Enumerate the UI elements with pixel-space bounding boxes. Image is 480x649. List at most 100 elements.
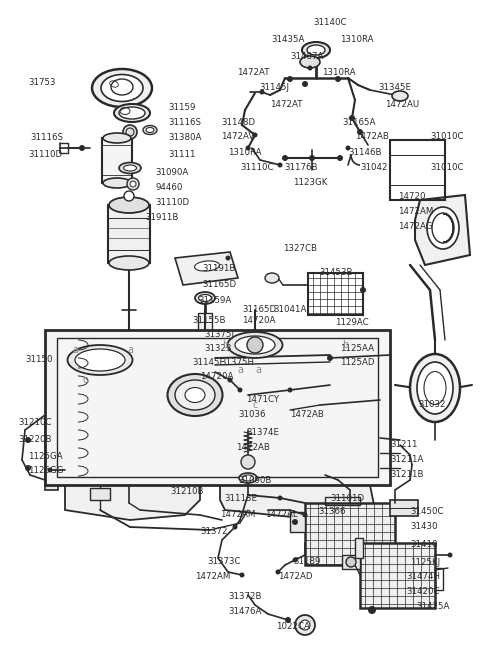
Circle shape <box>277 495 283 500</box>
Circle shape <box>309 155 315 161</box>
Ellipse shape <box>194 261 219 271</box>
Bar <box>435 568 443 590</box>
Text: 31474H: 31474H <box>406 572 440 581</box>
Text: 31211B: 31211B <box>390 470 423 479</box>
Text: c: c <box>252 400 258 410</box>
Ellipse shape <box>168 374 223 416</box>
Ellipse shape <box>239 473 257 483</box>
Text: 31191B: 31191B <box>202 264 235 273</box>
Text: 1310RA: 1310RA <box>340 35 373 44</box>
Text: 31211A: 31211A <box>390 455 423 464</box>
Bar <box>57 338 378 477</box>
Text: 31090A: 31090A <box>155 168 188 177</box>
Ellipse shape <box>417 362 453 414</box>
Circle shape <box>48 467 52 472</box>
Ellipse shape <box>146 127 154 132</box>
Circle shape <box>346 145 350 151</box>
Circle shape <box>288 387 292 393</box>
Text: 31372: 31372 <box>200 527 228 536</box>
Text: 31010C: 31010C <box>430 163 464 172</box>
Text: 31373C: 31373C <box>207 557 240 566</box>
Text: 31220B: 31220B <box>18 435 51 444</box>
Ellipse shape <box>123 165 136 171</box>
Ellipse shape <box>307 45 325 55</box>
Ellipse shape <box>300 56 320 68</box>
Text: 1310RA: 1310RA <box>322 68 356 77</box>
Text: 31165D: 31165D <box>242 305 276 314</box>
Text: 31410: 31410 <box>410 540 437 549</box>
Text: 31116S: 31116S <box>30 133 63 142</box>
Text: 31375J: 31375J <box>204 330 234 339</box>
Circle shape <box>327 355 333 361</box>
Ellipse shape <box>427 207 459 249</box>
Text: 31753: 31753 <box>28 78 56 87</box>
Ellipse shape <box>392 91 408 101</box>
Text: 31165D: 31165D <box>202 280 236 289</box>
Circle shape <box>238 387 242 393</box>
Circle shape <box>285 617 291 623</box>
Text: 31476A: 31476A <box>228 607 262 616</box>
Ellipse shape <box>265 273 279 283</box>
Ellipse shape <box>92 69 152 107</box>
Ellipse shape <box>119 107 145 119</box>
Circle shape <box>335 76 341 82</box>
Text: 31380A: 31380A <box>168 133 202 142</box>
Ellipse shape <box>119 162 141 173</box>
Circle shape <box>252 132 257 138</box>
Polygon shape <box>175 252 238 285</box>
Text: 31155B: 31155B <box>192 316 226 325</box>
Text: a: a <box>127 345 133 355</box>
Text: 31453B: 31453B <box>319 268 352 277</box>
Circle shape <box>292 557 298 563</box>
Circle shape <box>260 90 264 95</box>
Circle shape <box>447 552 453 557</box>
Circle shape <box>287 76 293 82</box>
Text: 1472AT: 1472AT <box>270 100 302 109</box>
Circle shape <box>346 557 356 567</box>
Ellipse shape <box>199 295 212 302</box>
Text: a: a <box>237 365 243 375</box>
Bar <box>308 273 363 315</box>
Circle shape <box>241 455 255 469</box>
Text: b: b <box>342 340 348 350</box>
Text: 14720A: 14720A <box>200 372 233 381</box>
Circle shape <box>300 620 310 630</box>
Circle shape <box>25 465 31 471</box>
Ellipse shape <box>75 349 125 371</box>
Text: 1125GG: 1125GG <box>28 466 63 475</box>
Text: 31113E: 31113E <box>224 494 257 503</box>
Text: 31911B: 31911B <box>145 213 179 222</box>
Bar <box>290 512 305 532</box>
Text: 31159A: 31159A <box>198 296 231 305</box>
Text: 31450C: 31450C <box>410 507 444 516</box>
Circle shape <box>123 125 137 139</box>
Text: 31090B: 31090B <box>238 476 271 485</box>
Circle shape <box>127 178 139 190</box>
Circle shape <box>226 256 230 260</box>
Bar <box>360 543 435 608</box>
Text: 31366: 31366 <box>318 507 346 516</box>
Bar <box>342 555 360 569</box>
Ellipse shape <box>143 125 157 134</box>
Text: 1129AC: 1129AC <box>335 318 369 327</box>
Circle shape <box>228 378 232 382</box>
Text: 31420C: 31420C <box>406 587 440 596</box>
Circle shape <box>79 145 85 151</box>
Text: 31101D: 31101D <box>330 494 364 503</box>
Circle shape <box>302 513 308 517</box>
Text: 1022CA: 1022CA <box>276 622 310 631</box>
Text: 31210C: 31210C <box>18 418 51 427</box>
Text: 1123GK: 1123GK <box>293 178 327 187</box>
Text: 1471CY: 1471CY <box>246 395 279 404</box>
Text: 31323: 31323 <box>204 344 231 353</box>
Polygon shape <box>415 195 470 265</box>
Text: 1472AB: 1472AB <box>355 132 389 141</box>
Ellipse shape <box>109 197 149 213</box>
Text: a: a <box>255 365 261 375</box>
Circle shape <box>368 606 376 614</box>
Bar <box>90 488 110 500</box>
Circle shape <box>247 337 263 353</box>
Text: 1472AB: 1472AB <box>236 443 270 452</box>
Circle shape <box>276 570 280 574</box>
Text: 1472AM: 1472AM <box>195 572 230 581</box>
